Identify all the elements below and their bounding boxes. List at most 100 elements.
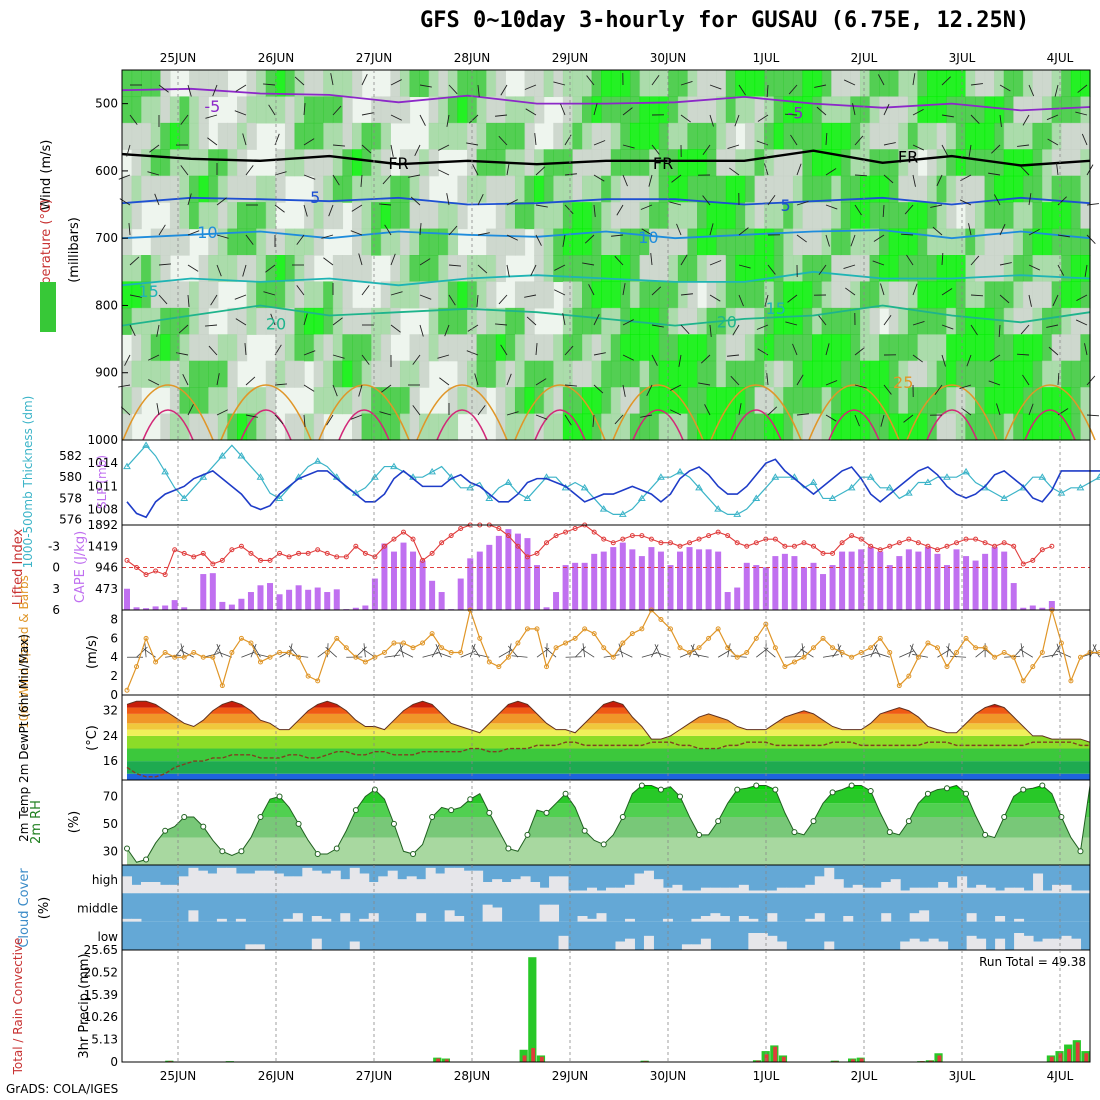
wind-barb <box>495 114 508 117</box>
rh-cell <box>831 175 842 203</box>
rh-cell <box>888 70 899 98</box>
wind-barb-10m <box>422 652 438 658</box>
wind-barb-10m <box>800 648 814 658</box>
cloud-clear-cell <box>150 882 161 894</box>
li-point <box>496 526 502 532</box>
cape-bar <box>943 565 950 610</box>
rh-cell <box>907 202 919 230</box>
rh-cell <box>438 122 449 150</box>
cloud-clear-cell <box>966 935 977 950</box>
wind-barb <box>941 114 954 118</box>
wind-speed-point <box>410 645 416 651</box>
rh-cell <box>582 334 593 362</box>
bottom-date-label: 28JUN <box>454 1069 491 1083</box>
li-point <box>973 536 979 542</box>
rh-cell <box>294 413 305 441</box>
rh-cell <box>543 413 554 441</box>
rh-cell <box>725 255 736 283</box>
rh-cell <box>304 307 315 335</box>
rh-cell <box>802 360 813 388</box>
thickness-point <box>657 473 665 480</box>
rh-cell <box>313 334 324 362</box>
rh-cell <box>1032 228 1043 256</box>
rh-cell <box>294 149 305 177</box>
rh-cell <box>457 281 468 309</box>
rh-cell <box>486 360 497 388</box>
cloud-clear-cell <box>131 884 142 894</box>
rh-cell <box>160 360 171 388</box>
top-date-label: 27JUN <box>356 51 393 65</box>
rh-cell <box>141 175 152 203</box>
rh-cell <box>879 334 890 362</box>
wind-speed-point <box>610 654 616 660</box>
rh-cell <box>831 334 842 362</box>
rh-cell <box>927 122 938 150</box>
li-point <box>706 533 712 539</box>
wind-barb-10m <box>1089 644 1097 658</box>
rh-cell <box>169 122 181 150</box>
isotherm-25-arc <box>612 384 704 441</box>
wind-speed-point <box>439 645 445 651</box>
rh-cell <box>495 122 506 150</box>
slp-tick: 1014 <box>87 456 118 470</box>
rh-cell <box>850 70 861 98</box>
li-point <box>1049 543 1055 549</box>
rh-cell <box>275 334 286 362</box>
wind-barb <box>216 264 222 277</box>
panel-frame-precip <box>121 949 1091 1063</box>
rh-cell <box>419 281 430 309</box>
cloud-clear-cell <box>245 944 256 950</box>
cloud-clear-cell <box>738 884 749 894</box>
rh-cell <box>447 202 459 230</box>
wind-barb <box>439 377 450 386</box>
rh-cell <box>725 175 736 203</box>
cape-bar <box>209 573 216 610</box>
rh-cell <box>946 122 957 150</box>
cloud-clear-cell <box>482 904 493 922</box>
thickness-tick: 578 <box>59 491 82 505</box>
precip-conv-bar <box>1075 1042 1080 1062</box>
rh-cell <box>764 149 775 177</box>
cloud-clear-cell <box>1033 873 1044 894</box>
contour-label: -5 <box>787 104 803 123</box>
rh-cell <box>879 255 890 283</box>
rh-cell <box>227 360 238 388</box>
rh-cell <box>754 70 765 98</box>
cape-bar <box>295 585 302 610</box>
rh-point <box>963 790 970 797</box>
bottom-date-label: 25JUN <box>160 1069 197 1083</box>
cape-bar <box>200 574 207 610</box>
cloud-clear-cell <box>349 941 360 950</box>
cloud-clear-cell <box>681 944 692 950</box>
rh-cell <box>352 387 363 415</box>
rh-cell <box>332 70 344 98</box>
cape-bar <box>238 598 245 610</box>
rh-cell <box>275 281 286 309</box>
rh-cell <box>457 122 468 150</box>
cape-bar <box>257 585 264 610</box>
wind-barb <box>680 324 690 335</box>
rh-cell <box>888 96 899 124</box>
rh-cell <box>620 122 631 150</box>
rh-cell <box>352 70 363 98</box>
rh-cell <box>150 334 161 362</box>
wind-barb <box>120 406 131 416</box>
thickness-point <box>599 505 608 512</box>
li-point <box>381 543 387 549</box>
rh-cell <box>1022 334 1034 362</box>
rh-cell <box>687 255 698 283</box>
contour-label: 20 <box>717 312 737 331</box>
rh-cell <box>371 96 382 124</box>
rh-cell <box>735 175 746 203</box>
rh-cell <box>840 122 851 150</box>
cape-bar <box>581 562 588 610</box>
axis-title-thickness: 1000-500mb Thickness (dm) <box>21 396 35 569</box>
rh-cell <box>591 413 602 441</box>
wind-barb <box>1028 228 1040 236</box>
rh-cell <box>1061 202 1072 230</box>
rh-cell <box>620 175 631 203</box>
cloud-clear-cell <box>1014 933 1025 950</box>
rh-cell <box>1070 122 1082 150</box>
rh-cell <box>869 255 880 283</box>
contour-label: 25 <box>893 373 913 392</box>
